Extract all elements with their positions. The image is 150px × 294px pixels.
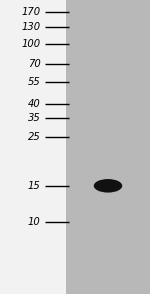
Text: 35: 35 <box>28 113 40 123</box>
Text: 15: 15 <box>28 181 40 191</box>
Text: 100: 100 <box>21 39 40 49</box>
Text: 10: 10 <box>28 217 40 227</box>
Bar <box>0 0 66 294</box>
Ellipse shape <box>94 179 122 193</box>
Text: 40: 40 <box>28 99 40 109</box>
Text: 70: 70 <box>28 59 40 69</box>
Text: 170: 170 <box>21 7 40 17</box>
Text: 25: 25 <box>28 132 40 142</box>
Text: 55: 55 <box>28 77 40 87</box>
Text: 130: 130 <box>21 22 40 32</box>
